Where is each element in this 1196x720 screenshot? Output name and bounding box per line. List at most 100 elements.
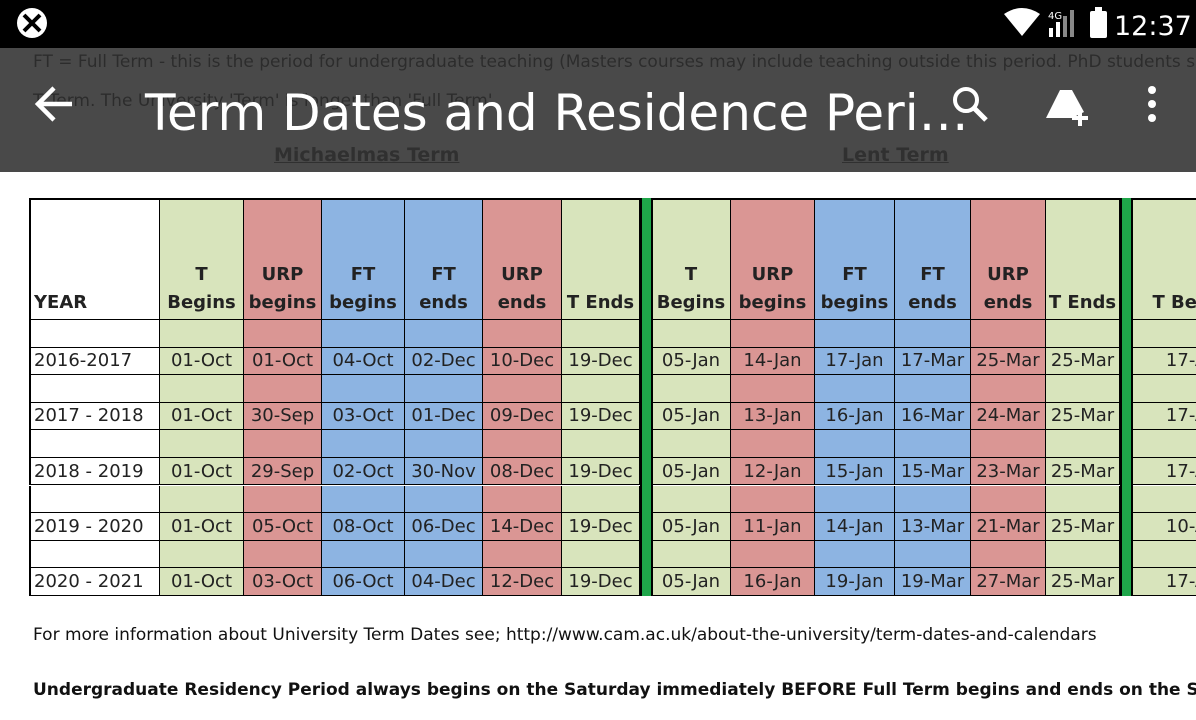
- date-cell: 24-Mar: [971, 402, 1046, 431]
- app-toolbar: Term Dates and Residence Peri…: [0, 48, 1196, 172]
- spacer-cell: [895, 430, 971, 458]
- signal-bar: [1063, 16, 1067, 37]
- spacer-cell: [1046, 320, 1120, 348]
- toolbar-content: Term Dates and Residence Peri…: [34, 84, 1156, 142]
- spacer-cell: [160, 540, 244, 569]
- spacer-cell: [1133, 375, 1196, 403]
- spacer-cell: [562, 375, 640, 403]
- date-cell: 04-Dec: [405, 568, 483, 596]
- add-to-drive-button[interactable]: [1046, 90, 1088, 126]
- status-icons: 4G 12:37: [17, 7, 1192, 42]
- status-bar: 4G 12:37: [0, 0, 1196, 48]
- date-cell: 01-Oct: [160, 457, 244, 486]
- column-header: URP begins: [244, 198, 322, 320]
- column-header: T Ends: [1046, 198, 1120, 320]
- column-header: T Ends: [562, 198, 640, 320]
- date-cell: 01-Oct: [160, 513, 244, 541]
- column-header: FT begins: [322, 198, 405, 320]
- spacer-cell: [731, 320, 815, 348]
- app-icon-mark: [22, 13, 42, 33]
- spacer-cell: [971, 320, 1046, 348]
- date-cell: 08-Dec: [483, 457, 562, 486]
- column-header: URP begins: [731, 198, 815, 320]
- search-button[interactable]: [953, 87, 988, 122]
- date-cell: 19-Dec: [562, 457, 640, 486]
- year-cell: 2019 - 2020: [29, 513, 160, 541]
- spacer-cell: [971, 485, 1046, 514]
- date-cell: 17-Apr: [1133, 347, 1196, 375]
- date-cell: 05-Jan: [652, 347, 731, 375]
- spacer-cell: [160, 485, 244, 514]
- spacer-cell: [652, 430, 731, 458]
- column-header: T Begins: [160, 198, 244, 320]
- search-icon: [953, 87, 979, 113]
- spacer-cell: [731, 375, 815, 403]
- spacer-cell: [322, 375, 405, 403]
- date-cell: 02-Dec: [405, 347, 483, 375]
- date-cell: 05-Jan: [652, 402, 731, 431]
- spacer-cell: [160, 320, 244, 348]
- dot: [1148, 86, 1156, 94]
- date-cell: 06-Dec: [405, 513, 483, 541]
- date-cell: 12-Dec: [483, 568, 562, 596]
- date-cell: 15-Jan: [815, 457, 895, 486]
- date-cell: 17-Apr: [1133, 402, 1196, 431]
- wifi-icon: [1004, 8, 1040, 36]
- date-cell: 06-Oct: [322, 568, 405, 596]
- date-cell: 14-Jan: [815, 513, 895, 541]
- date-cell: 04-Oct: [322, 347, 405, 375]
- spacer-cell: [562, 430, 640, 458]
- column-header: FT ends: [895, 198, 971, 320]
- date-cell: 17-Jan: [815, 347, 895, 375]
- spacer-cell: [815, 320, 895, 348]
- date-cell: 25-Mar: [1046, 568, 1120, 596]
- search-handle: [972, 106, 988, 122]
- date-cell: 25-Mar: [1046, 457, 1120, 486]
- date-cell: 19-Dec: [562, 568, 640, 596]
- date-cell: 29-Sep: [244, 457, 322, 486]
- term-separator: [1120, 198, 1133, 596]
- back-button[interactable]: [34, 86, 72, 122]
- column-header: YEAR: [29, 198, 160, 320]
- date-cell: 25-Mar: [971, 347, 1046, 375]
- column-header: T Begins: [652, 198, 731, 320]
- date-cell: 05-Jan: [652, 513, 731, 541]
- spacer-cell: [652, 375, 731, 403]
- year-cell: 2020 - 2021: [29, 568, 160, 596]
- spacer-cell: [483, 485, 562, 514]
- date-cell: 25-Mar: [1046, 347, 1120, 375]
- spacer-cell: [322, 485, 405, 514]
- spacer-cell: [652, 320, 731, 348]
- spacer-cell: [405, 375, 483, 403]
- column-header: FT ends: [405, 198, 483, 320]
- column-header: URP ends: [971, 198, 1046, 320]
- year-cell: 2016-2017: [29, 347, 160, 375]
- spacer-cell: [244, 430, 322, 458]
- signal-bar: [1049, 28, 1053, 37]
- date-cell: 03-Oct: [322, 402, 405, 431]
- spacer-cell: [160, 430, 244, 458]
- date-cell: 01-Oct: [160, 347, 244, 375]
- date-cell: 11-Jan: [731, 513, 815, 541]
- spacer-cell: [971, 430, 1046, 458]
- battery-tip: [1095, 7, 1102, 12]
- date-cell: 19-Dec: [562, 402, 640, 431]
- spacer-cell: [1133, 540, 1196, 569]
- spacer-cell: [652, 540, 731, 569]
- spacer-cell: [405, 430, 483, 458]
- term-separator: [640, 198, 653, 596]
- spacer-cell: [322, 430, 405, 458]
- column-header: T Begins: [1133, 198, 1196, 320]
- spacer-cell: [29, 375, 160, 403]
- year-cell: 2018 - 2019: [29, 457, 160, 486]
- date-cell: 25-Mar: [1046, 513, 1120, 541]
- date-cell: 01-Oct: [160, 568, 244, 596]
- more-options-button[interactable]: [1148, 86, 1156, 122]
- spacer-cell: [1133, 320, 1196, 348]
- spacer-cell: [483, 320, 562, 348]
- date-cell: 12-Jan: [731, 457, 815, 486]
- spacer-cell: [1046, 430, 1120, 458]
- spacer-cell: [244, 320, 322, 348]
- spacer-cell: [29, 320, 160, 348]
